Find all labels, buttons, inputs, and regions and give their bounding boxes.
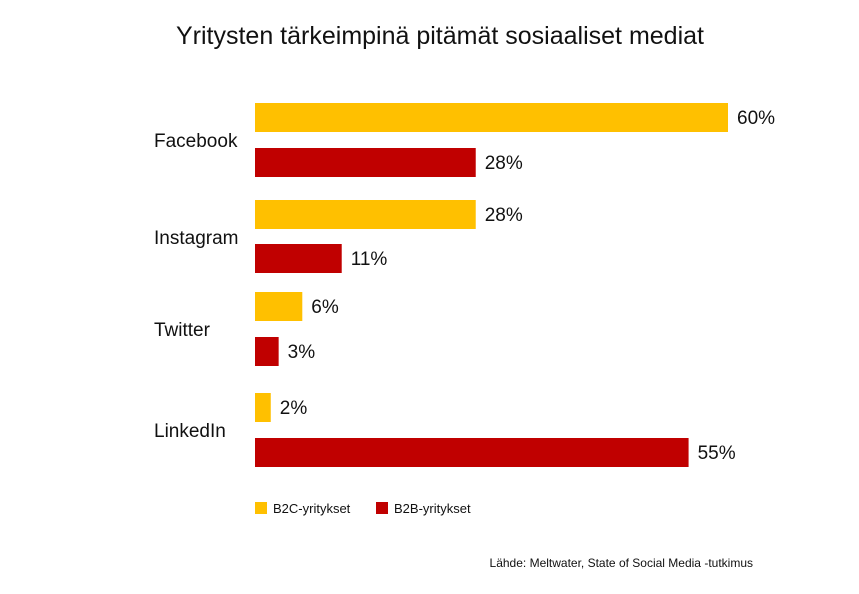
data-label-instagram-b2c: 28% [485,205,523,226]
bar-instagram-b2b [255,244,342,273]
data-label-instagram-b2b: 11% [351,249,388,270]
data-label-facebook-b2b: 28% [485,153,523,174]
bar-facebook-b2c [255,103,728,132]
legend-label-b2c: B2C-yritykset [273,501,351,516]
bar-facebook-b2b [255,148,476,177]
legend-swatch-b2c [255,502,267,514]
bars-group: Facebook 60% 28% Instagram 28% 11% Twitter 6% 3%… [154,103,775,467]
data-label-linkedin-b2b: 55% [698,443,736,464]
bar-twitter-b2b [255,337,279,366]
category-label-instagram: Instagram [154,228,238,249]
data-label-facebook-b2c: 60% [737,108,775,129]
bar-instagram-b2c [255,200,476,229]
data-label-twitter-b2b: 3% [288,342,316,363]
data-label-linkedin-b2c: 2% [280,398,308,419]
category-label-twitter: Twitter [154,320,211,341]
bar-linkedin-b2c [255,393,271,422]
bar-linkedin-b2b [255,438,689,467]
category-label-linkedin: LinkedIn [154,421,226,442]
category-label-facebook: Facebook [154,131,238,152]
source-note: Lähde: Meltwater, State of Social Media … [490,556,753,570]
legend: B2C-yritykset B2B-yritykset [255,501,471,516]
bar-twitter-b2c [255,292,303,321]
legend-swatch-b2b [376,502,388,514]
chart-title: Yritysten tärkeimpinä pitämät sosiaalise… [176,22,704,50]
legend-label-b2b: B2B-yritykset [394,501,471,516]
data-label-twitter-b2c: 6% [311,297,339,318]
